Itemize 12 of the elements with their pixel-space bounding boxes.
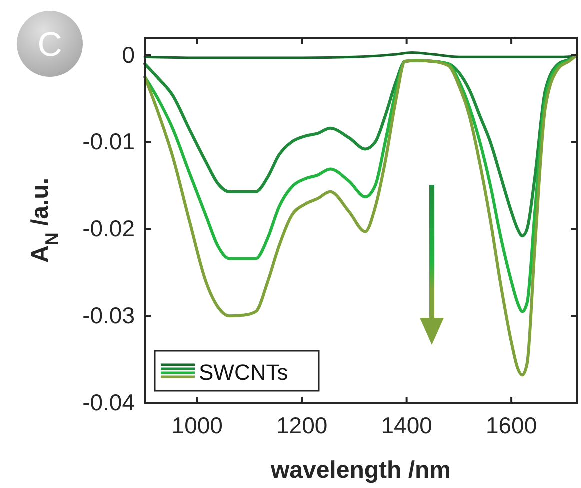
legend-label: SWCNTs [199,360,288,385]
text: C [38,26,62,64]
x-tick-label: 1600 [486,412,538,438]
y-tick-label: -0.02 [82,216,135,242]
y-tick-label: -0.01 [82,128,135,155]
x-tick-label: 1400 [381,412,432,438]
x-tick-label: 1200 [276,412,328,438]
y-tick-label: -0.04 [82,389,136,416]
y-tick-label: 0 [122,42,135,68]
x-axis-title: wavelength /nm [270,457,452,484]
y-tick-label: -0.03 [82,302,135,328]
x-tick-label: 1000 [172,412,223,438]
